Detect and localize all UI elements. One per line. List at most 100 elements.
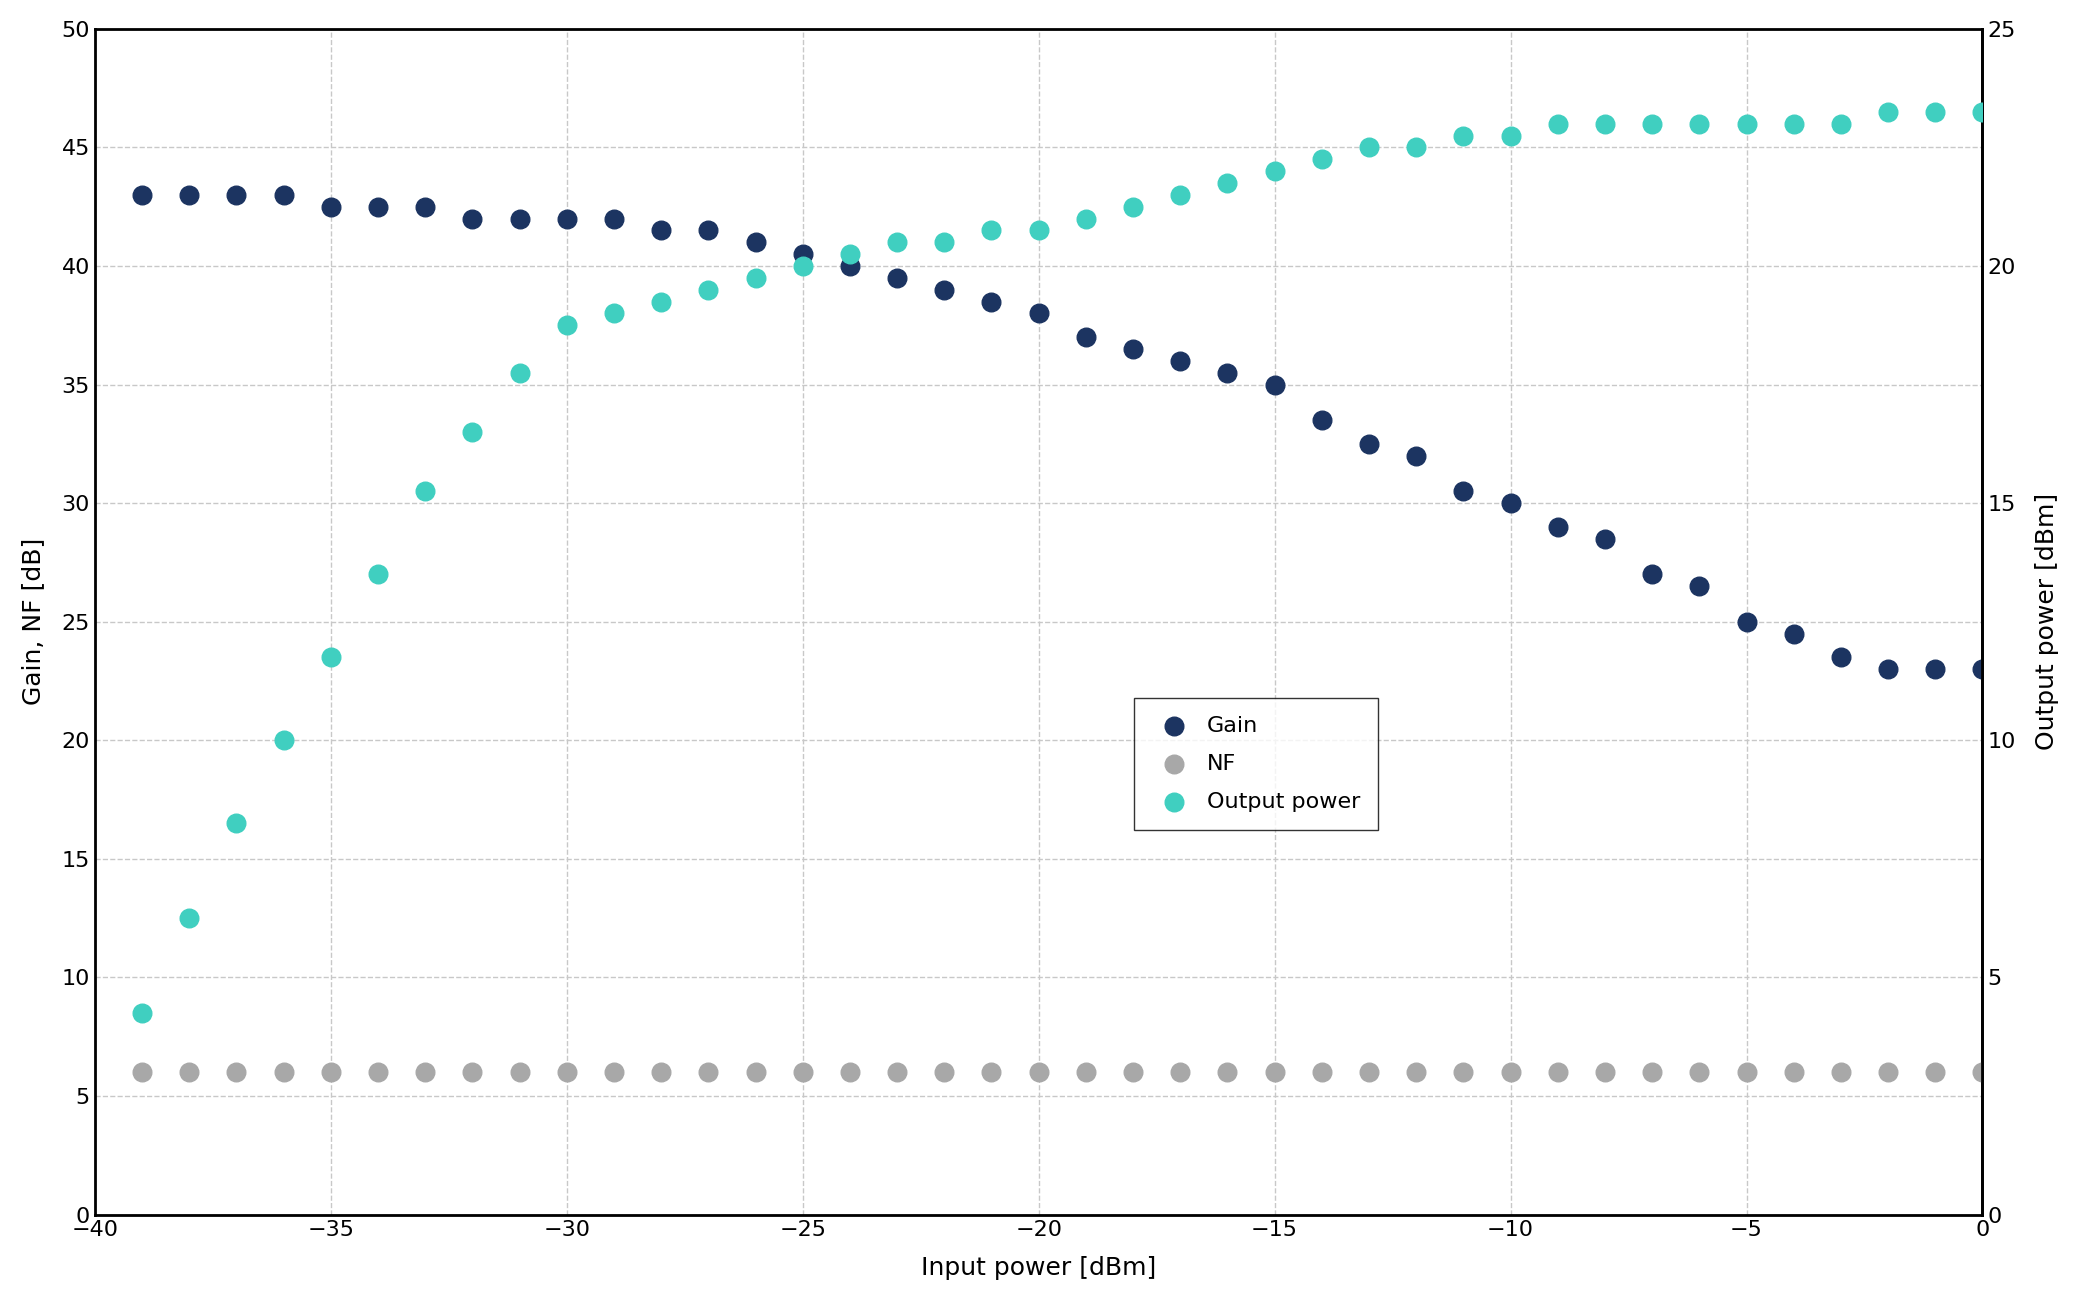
NF <box>220 1062 254 1082</box>
Output power <box>1493 125 1527 146</box>
Gain <box>1731 611 1764 632</box>
NF <box>834 1062 867 1082</box>
Output power <box>880 232 913 252</box>
Gain <box>1352 433 1385 454</box>
NF <box>1872 1062 1905 1082</box>
Gain <box>597 208 630 229</box>
Gain <box>1683 576 1716 597</box>
Output power <box>220 813 254 834</box>
Gain <box>1966 658 1999 679</box>
NF <box>1258 1062 1292 1082</box>
Gain <box>645 220 678 241</box>
NF <box>503 1062 537 1082</box>
NF <box>880 1062 913 1082</box>
NF <box>173 1062 206 1082</box>
Output power <box>503 362 537 382</box>
Gain <box>880 268 913 289</box>
Gain <box>1493 493 1527 514</box>
Gain <box>1021 303 1055 324</box>
Output power <box>1211 173 1244 194</box>
NF <box>314 1062 347 1082</box>
Output power <box>834 243 867 264</box>
Output power <box>125 1003 158 1024</box>
Gain <box>266 185 300 206</box>
NF <box>738 1062 772 1082</box>
Gain <box>1589 528 1622 549</box>
Output power <box>693 280 726 301</box>
NF <box>928 1062 961 1082</box>
Output power <box>1400 137 1433 157</box>
Gain <box>834 255 867 276</box>
NF <box>1966 1062 1999 1082</box>
NF <box>645 1062 678 1082</box>
Gain <box>1211 362 1244 382</box>
NF <box>1541 1062 1575 1082</box>
Output power <box>645 291 678 312</box>
Gain <box>738 232 772 252</box>
Output power <box>1635 113 1668 134</box>
Gain <box>1400 445 1433 466</box>
Gain <box>408 196 441 217</box>
Gain <box>1448 481 1481 502</box>
NF <box>1211 1062 1244 1082</box>
NF <box>408 1062 441 1082</box>
Output power <box>1589 113 1622 134</box>
NF <box>1824 1062 1857 1082</box>
NF <box>1117 1062 1150 1082</box>
NF <box>1731 1062 1764 1082</box>
Gain <box>503 208 537 229</box>
Output power <box>1776 113 1810 134</box>
Gain <box>1635 563 1668 584</box>
NF <box>1021 1062 1055 1082</box>
Output power <box>362 563 395 584</box>
NF <box>125 1062 158 1082</box>
Gain <box>928 280 961 301</box>
Output power <box>314 647 347 667</box>
Gain <box>456 208 489 229</box>
Output power <box>1021 220 1055 241</box>
Gain <box>125 185 158 206</box>
NF <box>786 1062 820 1082</box>
NF <box>1400 1062 1433 1082</box>
Output power <box>1448 125 1481 146</box>
Output power <box>928 232 961 252</box>
Y-axis label: Gain, NF [dB]: Gain, NF [dB] <box>21 539 46 705</box>
Output power <box>1731 113 1764 134</box>
Output power <box>1872 101 1905 122</box>
Output power <box>549 315 582 336</box>
NF <box>1493 1062 1527 1082</box>
Gain <box>220 185 254 206</box>
Output power <box>456 422 489 442</box>
Gain <box>1824 647 1857 667</box>
Gain <box>1304 410 1337 431</box>
NF <box>976 1062 1009 1082</box>
NF <box>1163 1062 1196 1082</box>
NF <box>266 1062 300 1082</box>
Output power <box>738 268 772 289</box>
Gain <box>362 196 395 217</box>
Output power <box>1966 101 1999 122</box>
Gain <box>1069 327 1102 347</box>
Gain <box>1258 375 1292 396</box>
Gain <box>1163 350 1196 371</box>
NF <box>1683 1062 1716 1082</box>
Output power <box>1683 113 1716 134</box>
Gain <box>1918 658 1951 679</box>
NF <box>362 1062 395 1082</box>
Gain <box>549 208 582 229</box>
Gain <box>786 243 820 264</box>
Output power <box>1304 148 1337 169</box>
NF <box>597 1062 630 1082</box>
NF <box>1352 1062 1385 1082</box>
NF <box>1069 1062 1102 1082</box>
Gain <box>976 291 1009 312</box>
Gain <box>693 220 726 241</box>
Gain <box>1872 658 1905 679</box>
Gain <box>1776 623 1810 644</box>
Output power <box>1918 101 1951 122</box>
Output power <box>1163 185 1196 206</box>
NF <box>1304 1062 1337 1082</box>
Output power <box>173 908 206 929</box>
Y-axis label: Output power [dBm]: Output power [dBm] <box>2034 493 2059 751</box>
Output power <box>786 255 820 276</box>
